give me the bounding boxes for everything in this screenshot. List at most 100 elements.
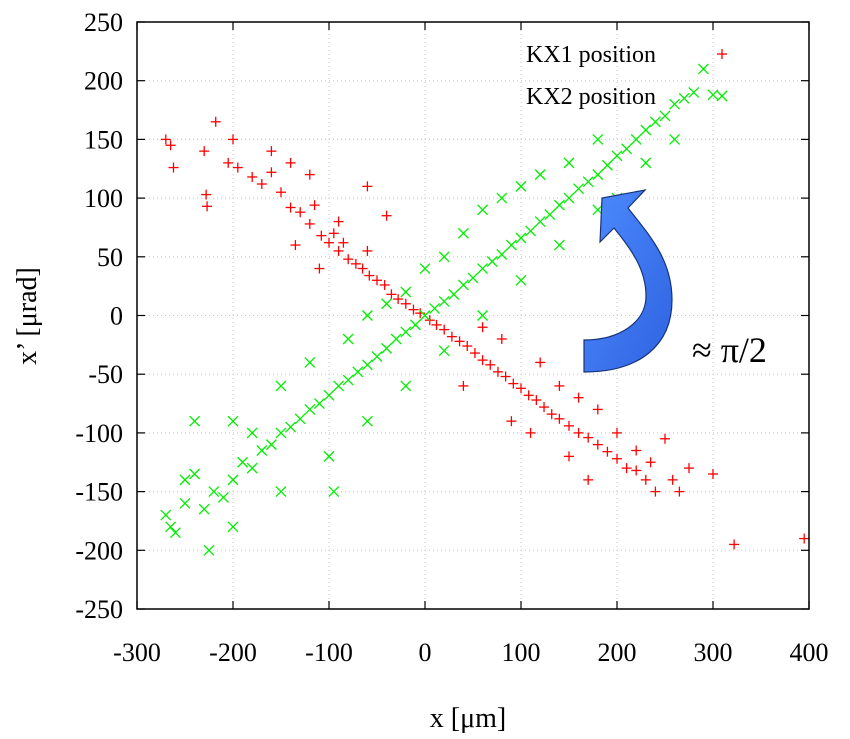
data-point (485, 359, 496, 370)
data-point (361, 310, 373, 321)
x-axis-label: x [μm] (430, 703, 506, 734)
series-2 (160, 63, 719, 556)
data-point (631, 445, 642, 456)
data-point (602, 446, 613, 457)
data-point (515, 274, 527, 286)
data-point (553, 239, 565, 251)
legend-label-kx1: KX1 position (526, 42, 656, 68)
data-point (208, 486, 220, 498)
y-tick-label: -200 (75, 536, 123, 565)
data-point (684, 463, 694, 474)
legend-marker (716, 90, 728, 102)
data-point (496, 248, 508, 260)
data-point (429, 302, 441, 314)
data-point (290, 240, 301, 251)
data-point (333, 245, 344, 256)
data-point (338, 237, 349, 248)
data-point (202, 201, 213, 212)
data-point (431, 319, 442, 330)
data-point (400, 326, 412, 338)
data-point (621, 463, 632, 474)
data-point (448, 288, 460, 300)
legend-marker-kx2 (716, 90, 728, 102)
x-tick-label: 300 (694, 638, 733, 667)
x-tick-label: -300 (113, 638, 161, 667)
data-point (400, 380, 412, 392)
data-point (573, 427, 584, 438)
data-points (160, 63, 810, 556)
data-point (601, 159, 613, 171)
data-point (199, 146, 210, 157)
data-point (285, 157, 296, 168)
data-point (357, 263, 368, 274)
data-point (669, 98, 681, 110)
data-point (362, 245, 373, 256)
data-point (203, 544, 215, 556)
data-point (469, 348, 480, 359)
data-point (275, 486, 287, 498)
data-point (446, 331, 457, 342)
data-point (179, 474, 191, 486)
data-point (393, 294, 404, 305)
data-point (285, 421, 297, 433)
data-point (486, 256, 498, 267)
data-point (228, 134, 238, 145)
data-point (201, 189, 212, 200)
data-point (294, 413, 306, 425)
data-point (304, 403, 316, 415)
data-point (592, 439, 603, 450)
data-point (640, 474, 651, 485)
data-point (660, 433, 670, 444)
data-point (564, 420, 574, 431)
data-point (361, 359, 373, 371)
data-point (523, 390, 534, 401)
data-point (362, 181, 373, 192)
data-point (563, 157, 575, 169)
data-point (198, 503, 210, 515)
data-point (612, 453, 622, 464)
data-point (419, 263, 431, 274)
data-point (295, 207, 306, 218)
data-point (678, 92, 690, 104)
data-point (799, 533, 810, 544)
data-point (438, 295, 450, 307)
data-point (506, 416, 517, 427)
data-point (328, 486, 340, 498)
data-point (457, 227, 469, 239)
data-point (457, 279, 469, 291)
data-point (419, 310, 431, 321)
legend: KX1 position KX2 position (526, 42, 728, 110)
data-point (612, 427, 622, 438)
data-point (477, 355, 488, 366)
legend-label-kx2: KX2 position (526, 84, 656, 110)
y-tick-label: -250 (75, 595, 123, 624)
data-point (189, 415, 201, 427)
data-point (582, 176, 594, 188)
data-point (573, 183, 585, 195)
data-point (304, 357, 316, 368)
data-point (265, 439, 277, 451)
data-point (467, 272, 479, 284)
data-point (275, 427, 287, 439)
data-point (246, 462, 258, 474)
data-point (669, 133, 681, 145)
data-point (535, 357, 546, 368)
data-point (232, 162, 243, 173)
data-point (266, 167, 277, 178)
legend-marker-kx1 (717, 49, 727, 59)
data-point (477, 263, 489, 274)
data-point (477, 310, 489, 321)
data-point (323, 389, 335, 401)
data-point (708, 468, 718, 479)
data-point (583, 474, 594, 485)
data-point (674, 486, 685, 497)
data-point (304, 218, 315, 229)
data-point (256, 445, 268, 456)
x-tick-label: 200 (598, 638, 637, 667)
data-point (400, 298, 411, 309)
data-point (505, 239, 517, 251)
data-point (531, 395, 542, 406)
data-point (313, 398, 325, 410)
phase-annotation-text: ≈ π/2 (692, 330, 767, 370)
